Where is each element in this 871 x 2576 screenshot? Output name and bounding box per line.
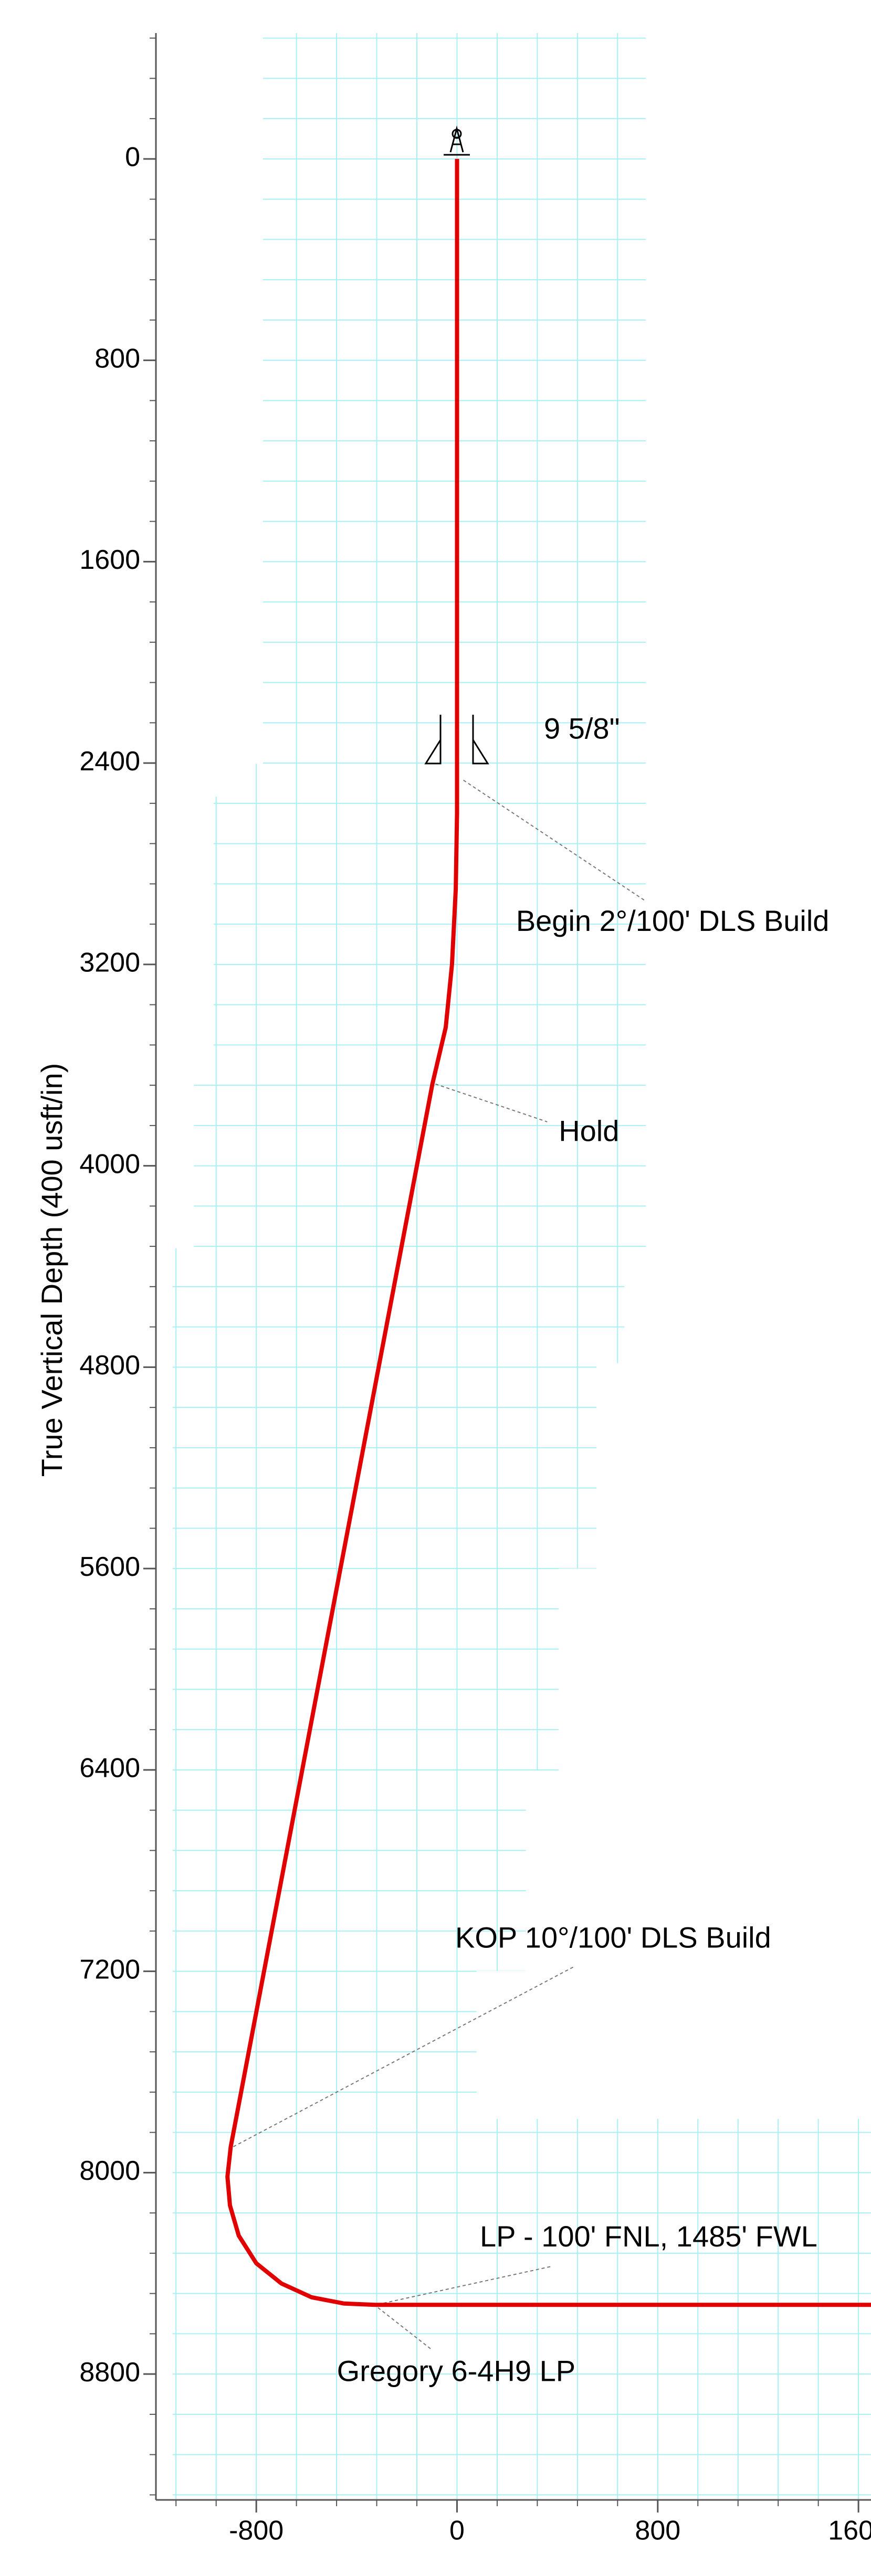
x-tick-label: 800 <box>635 2516 680 2546</box>
y-tick-label: 1600 <box>79 545 140 575</box>
annotation: KOP 10°/100' DLS Build <box>455 1921 771 1954</box>
rig-icon <box>444 125 470 156</box>
y-tick-label: 8000 <box>79 2156 140 2186</box>
y-tick-label: 7200 <box>79 1954 140 1985</box>
leader-line <box>377 2307 431 2349</box>
y-tick-label: 4000 <box>79 1149 140 1179</box>
leader-line <box>435 1083 548 1122</box>
leaders <box>233 779 645 2349</box>
x-tick-label: 0 <box>449 2516 465 2546</box>
casing-icon <box>424 715 489 765</box>
y-tick-label: 8800 <box>79 2357 140 2388</box>
leader-line <box>463 779 645 901</box>
x-tick-label: 1600 <box>828 2516 871 2546</box>
annotation: Begin 2°/100' DLS Build <box>516 904 830 937</box>
y-tick-label: 800 <box>95 343 140 374</box>
annotation: Gregory 6-4H9 LP <box>337 2355 575 2388</box>
annotation: LP - 100' FNL, 1485' FWL <box>480 2220 817 2253</box>
leader-line <box>377 2266 551 2305</box>
grid <box>172 33 871 2500</box>
annotation: Hold <box>559 1114 619 1147</box>
y-tick-label: 2400 <box>79 746 140 777</box>
leader-line <box>233 1965 575 2147</box>
annotation: 9 5/8" <box>544 712 620 745</box>
well-path <box>225 158 871 2307</box>
y-axis-label: True Vertical Depth (400 usft/in) <box>35 1063 68 1477</box>
y-tick-label: 6400 <box>79 1753 140 1784</box>
x-tick-label: -800 <box>229 2516 284 2546</box>
y-tick-label: 0 <box>125 142 140 173</box>
y-tick-label: 3200 <box>79 948 140 978</box>
y-tick-label: 4800 <box>79 1350 140 1381</box>
axes: 0800160024003200400048005600640072008000… <box>79 33 871 2546</box>
plot <box>225 158 871 2307</box>
y-tick-label: 5600 <box>79 1552 140 1582</box>
